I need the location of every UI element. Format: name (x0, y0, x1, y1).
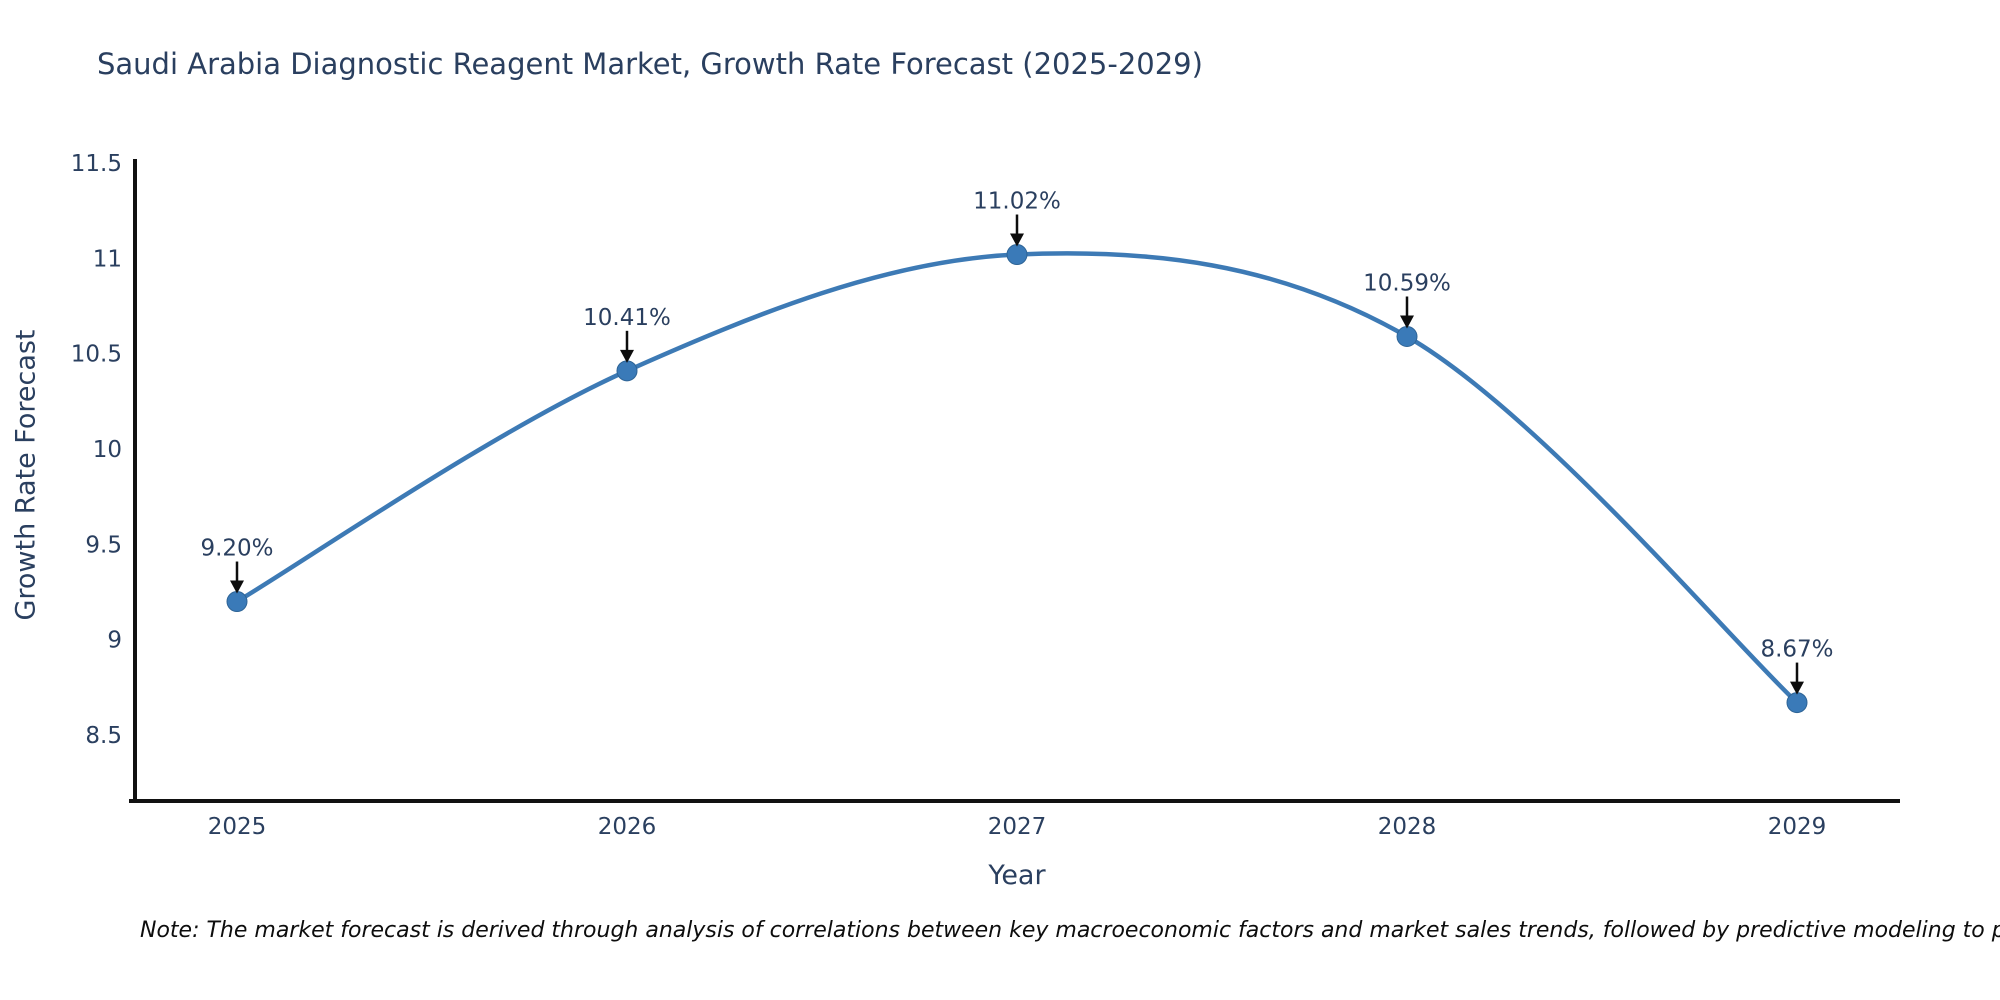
trend-line (234, 251, 1800, 705)
x-tick-label: 2027 (988, 814, 1047, 840)
y-tick-label: 9 (107, 628, 122, 654)
data-point-label: 11.02% (973, 189, 1061, 215)
y-tick-label: 9.5 (85, 532, 122, 558)
annotation-arrow-head (620, 349, 634, 363)
data-point-label: 10.59% (1363, 271, 1451, 297)
chart-title: Saudi Arabia Diagnostic Reagent Market, … (97, 47, 1203, 81)
y-tick-label: 10 (93, 437, 122, 463)
data-point-marker-2025 (226, 591, 248, 613)
y-tick-label: 11.5 (71, 151, 122, 177)
y-axis-title: Growth Rate Forecast (10, 329, 42, 621)
data-point-label: 10.41% (583, 305, 671, 331)
data-point-marker-2029 (1786, 692, 1808, 714)
data-point-marker-2027 (1006, 244, 1028, 266)
data-point-marker-2026 (616, 360, 638, 382)
x-axis-title: Year (988, 860, 1046, 891)
x-tick-label: 2025 (208, 814, 267, 840)
annotation-arrow-head (230, 580, 244, 594)
x-tick-label: 2026 (598, 814, 657, 840)
y-tick-label: 10.5 (71, 342, 122, 368)
data-point-label: 8.67% (1760, 637, 1833, 663)
footnote-text: Note: The market forecast is derived thr… (140, 918, 2000, 943)
data-point-marker-2028 (1396, 326, 1418, 348)
annotation-arrow-head (1010, 233, 1024, 247)
x-tick-label: 2028 (1378, 814, 1437, 840)
annotation-arrow-head (1790, 681, 1804, 695)
annotation-arrow-head (1400, 315, 1414, 329)
data-point-label: 9.20% (200, 536, 273, 562)
y-tick-label: 11 (93, 246, 122, 272)
x-tick-label: 2029 (1768, 814, 1827, 840)
y-tick-label: 8.5 (85, 723, 122, 749)
